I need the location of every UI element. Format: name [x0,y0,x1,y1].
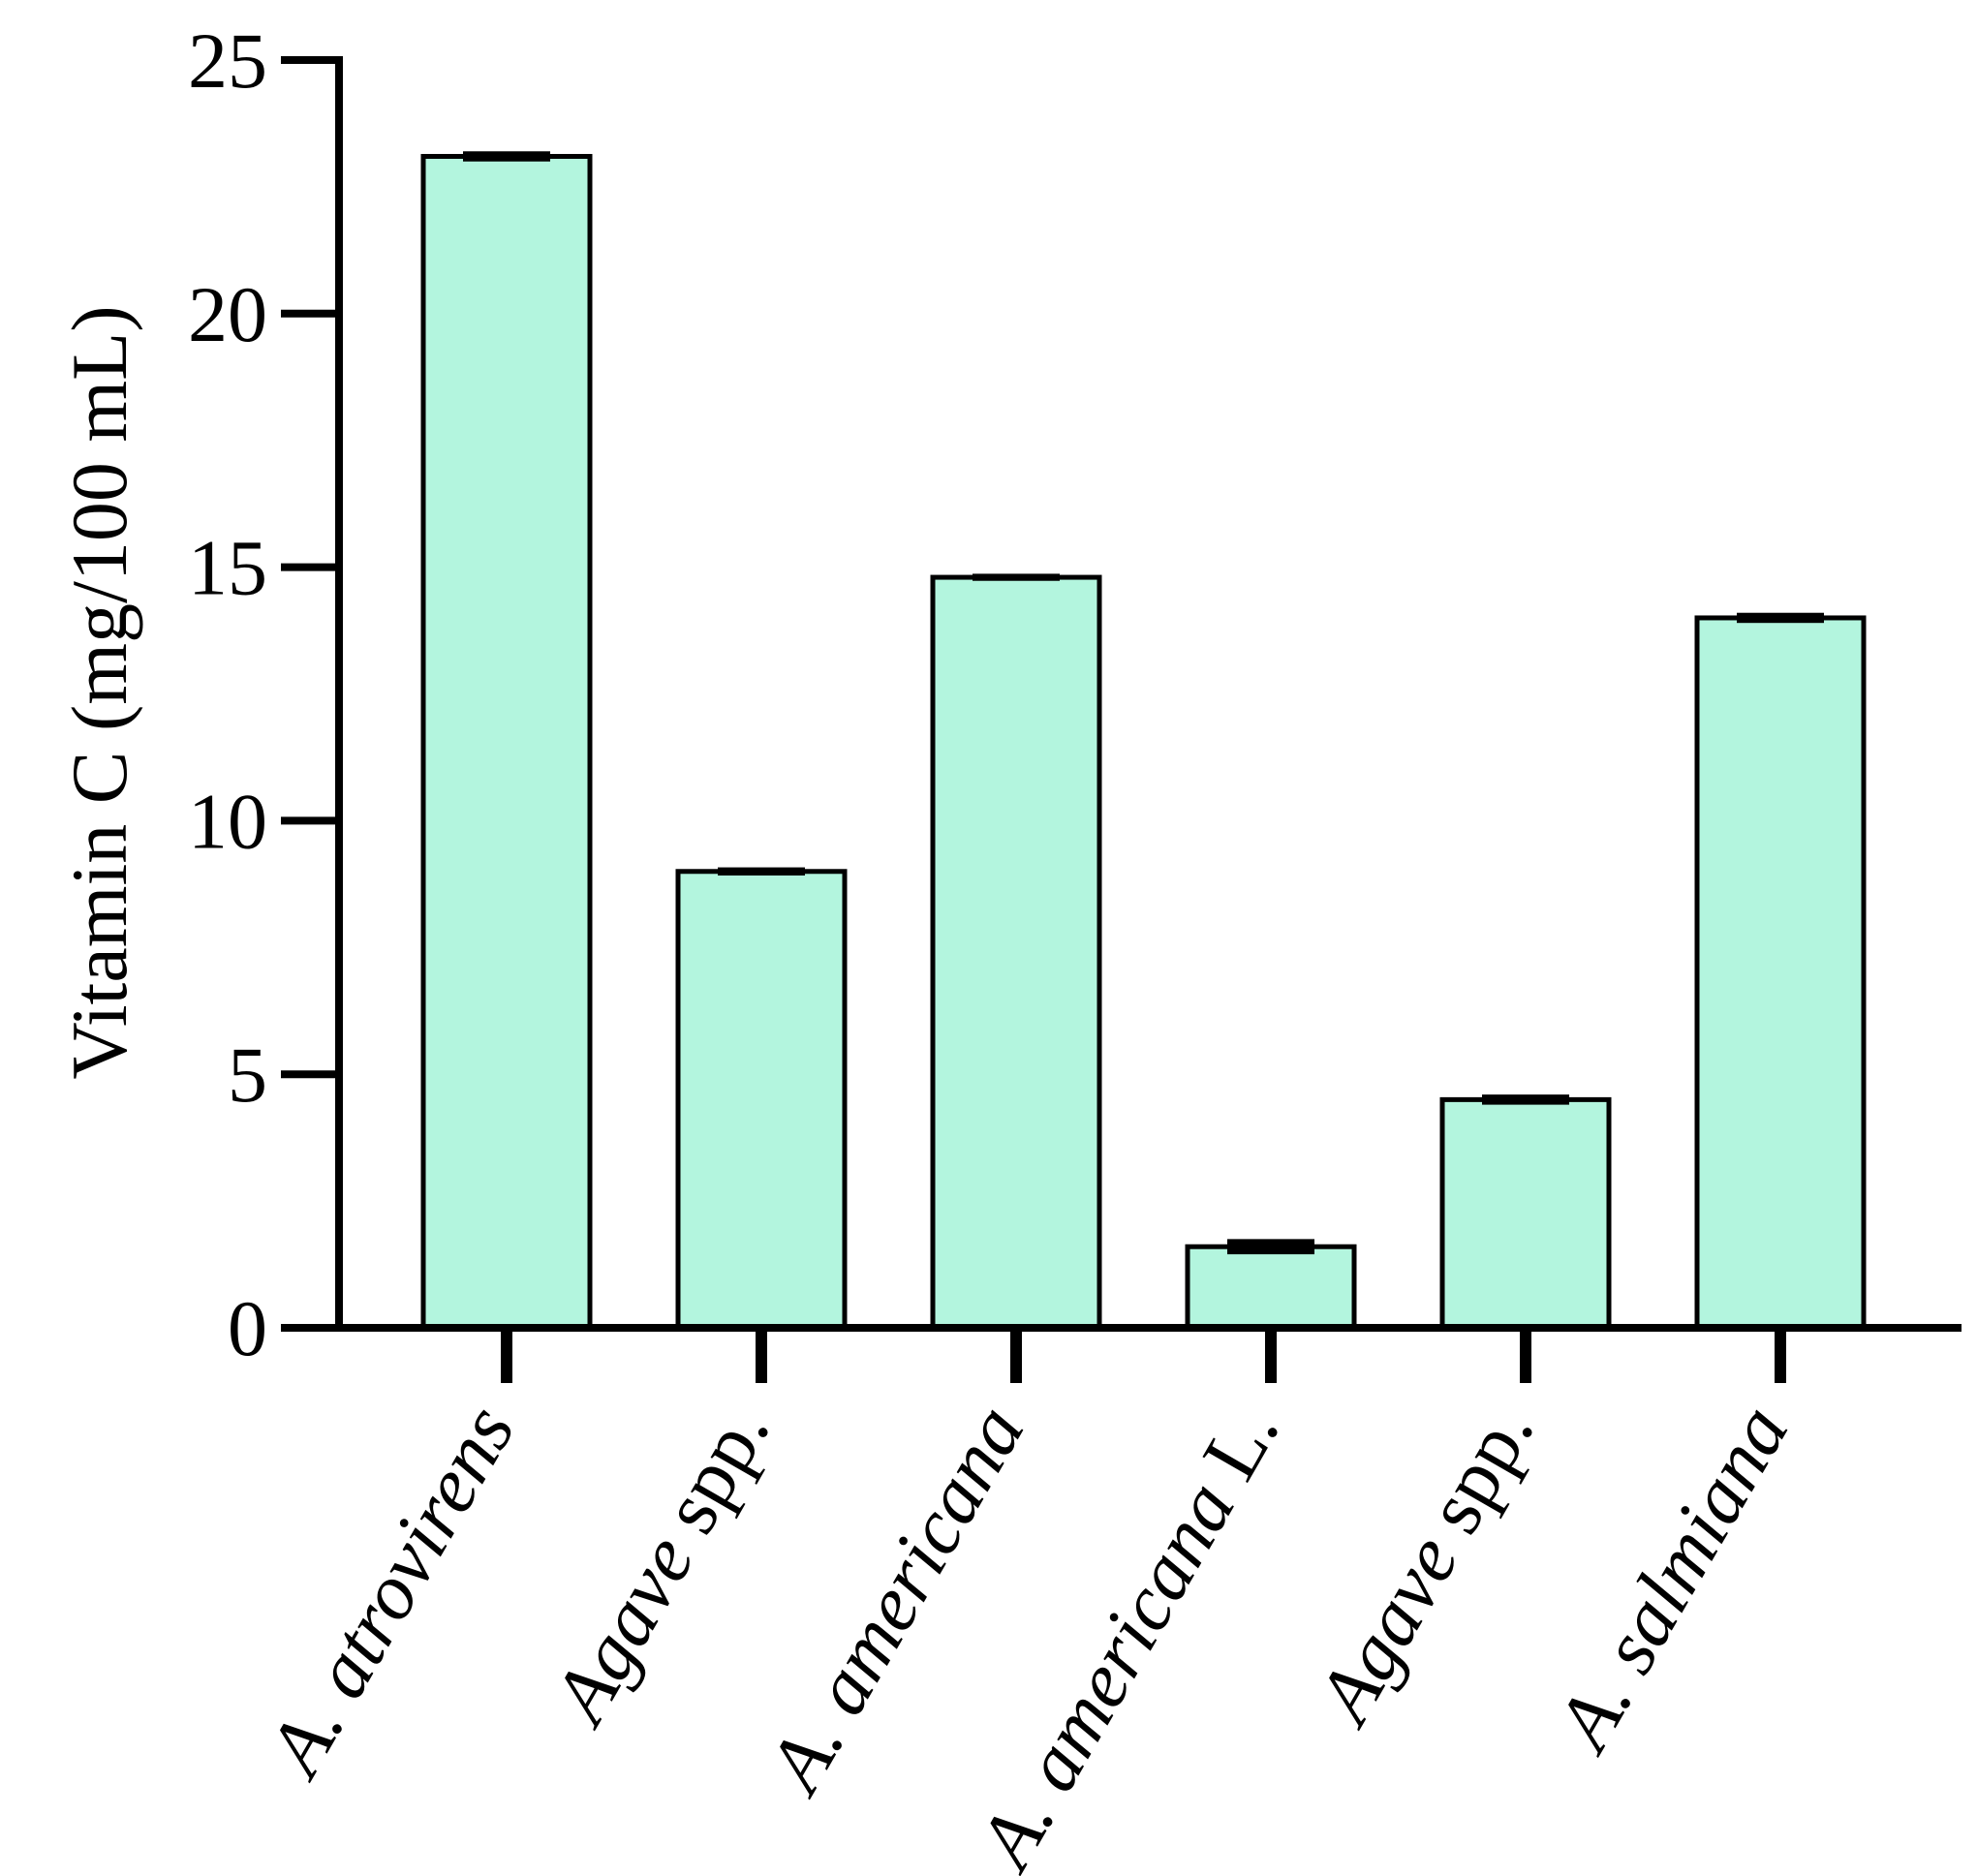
category-label-3-part-0: A. americana [959,1466,1251,1876]
bar-4 [1439,1096,1612,1331]
bar-0 [420,153,593,1331]
category-label-2: A. americana [748,1391,1040,1809]
category-label-4-part-0: Agave [1297,1521,1475,1740]
category-label-0-part-0: A. atrovirens [248,1391,531,1793]
category-label-0: A. atrovirens [248,1391,531,1793]
category-label-1-part-0: Agave [533,1521,711,1740]
category-label-5: A. salmiana [1536,1391,1805,1768]
axes-layer [281,56,1962,1332]
bar-5 [1694,615,1867,1331]
bar-1 [675,869,848,1331]
y-tick-label-15: 15 [188,524,267,612]
error-bar-2 [973,573,1060,581]
error-bar-0 [463,151,550,162]
category-label-2-part-0: A. americana [748,1391,1040,1809]
y-tick-label-20: 20 [188,270,267,358]
y-tick-label-25: 25 [188,16,267,105]
bar-2 [930,574,1102,1331]
y-axis-title: Vitamin C (mg/100 mL) [55,305,143,1079]
y-ticks: 0 5 10 15 20 25 [188,16,339,1372]
y-tick-label-0: 0 [228,1284,267,1372]
error-bar-5 [1737,612,1824,624]
y-tick-label-10: 10 [188,777,267,865]
category-label-1: Agave spp. [533,1391,786,1740]
y-tick-label-5: 5 [228,1030,267,1119]
bars-layer [420,151,1867,1331]
error-bar-1 [718,867,805,876]
bar-3 [1185,1244,1357,1331]
category-label-4: Agave spp. [1297,1391,1550,1740]
error-bar-3 [1227,1239,1314,1255]
error-bar-4 [1482,1094,1569,1105]
category-label-5-part-0: A. salmiana [1536,1391,1805,1768]
